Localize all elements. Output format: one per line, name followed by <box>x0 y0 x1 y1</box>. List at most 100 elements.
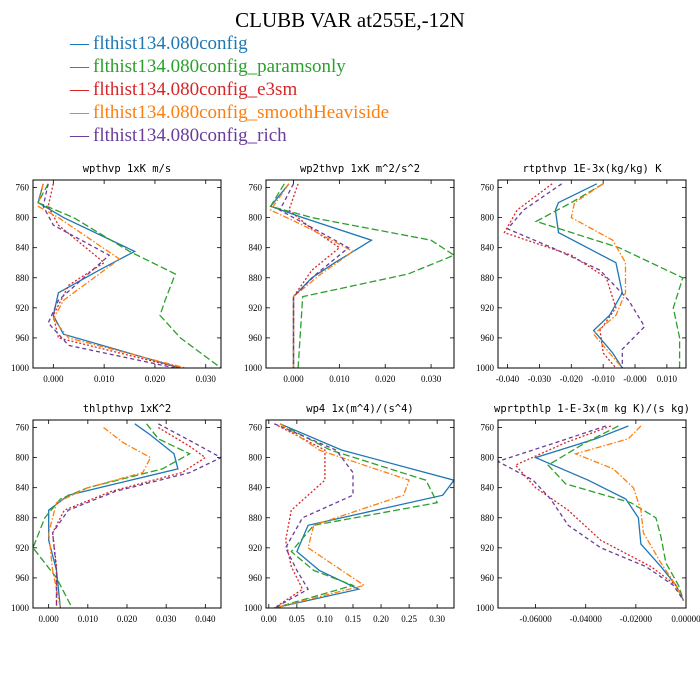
y-tick-label: 920 <box>249 303 263 313</box>
y-tick-label: 760 <box>481 183 495 193</box>
plot-frame <box>265 419 455 609</box>
y-tick-label: 800 <box>249 453 263 463</box>
x-tick-label: 0.05 <box>289 614 305 624</box>
legend-swatch: — <box>70 33 89 54</box>
plot-title: thlpthvp 1xK^2 <box>83 403 172 415</box>
legend-entry-e3sm: — flthist134.080config_e3sm <box>70 78 389 101</box>
y-tick-label: 920 <box>16 543 30 553</box>
x-tick-label: 0.000 <box>283 374 304 384</box>
x-tick-label: 0.020 <box>117 614 138 624</box>
y-tick-label: 840 <box>16 243 30 253</box>
series-line-config <box>554 183 623 368</box>
x-tick-label: -0.04000 <box>570 614 603 624</box>
x-tick-label: 0.030 <box>156 614 177 624</box>
plot-title: wprtpthlp 1-E-3x(m kg K)/(s kg) <box>494 403 690 415</box>
series-line-rich <box>51 423 221 608</box>
x-tick-label: -0.000 <box>623 374 647 384</box>
legend-swatch: — <box>70 79 89 100</box>
series-line-smooth <box>37 183 186 368</box>
x-tick-label: 0.25 <box>401 614 417 624</box>
y-tick-label: 920 <box>249 543 263 553</box>
y-tick-label: 960 <box>249 573 263 583</box>
y-tick-label: 960 <box>481 333 495 343</box>
x-tick-label: 0.020 <box>375 374 396 384</box>
series-line-config <box>48 423 179 608</box>
series-line-rich <box>42 183 176 368</box>
x-tick-label: -0.030 <box>528 374 552 384</box>
plot-title: rtpthvp 1E-3x(kg/kg) K <box>522 163 662 175</box>
legend-label: flthist134.080config <box>93 33 248 54</box>
x-tick-label: 0.00 <box>261 614 277 624</box>
y-tick-label: 960 <box>16 333 30 343</box>
x-tick-label: 0.010 <box>657 374 678 384</box>
plot-frame <box>32 179 222 369</box>
series-line-smooth <box>269 183 355 368</box>
x-tick-label: -0.020 <box>560 374 584 384</box>
y-tick-label: 840 <box>16 483 30 493</box>
series-line-rich <box>278 183 350 368</box>
y-tick-label: 880 <box>249 273 263 283</box>
y-tick-label: 800 <box>16 213 30 223</box>
legend-swatch: — <box>70 56 89 77</box>
x-tick-label: 0.000 <box>39 614 60 624</box>
y-tick-label: 800 <box>481 453 495 463</box>
plot-title: wp4 1x(m^4)/(s^4) <box>306 403 413 415</box>
legend-entry-smooth: — flthist134.080config_smoothHeaviside <box>70 101 389 124</box>
y-tick-label: 960 <box>249 333 263 343</box>
y-tick-label: 920 <box>16 303 30 313</box>
series-line-paramsonly <box>534 183 684 368</box>
y-tick-label: 840 <box>249 483 263 493</box>
y-tick-label: 880 <box>481 513 495 523</box>
y-tick-label: 880 <box>16 513 30 523</box>
series-line-paramsonly <box>269 183 454 368</box>
x-tick-label: 0.020 <box>145 374 166 384</box>
legend-entry-rich: — flthist134.080config_rich <box>70 124 389 147</box>
x-tick-label: 0.010 <box>78 614 99 624</box>
y-tick-label: 800 <box>249 213 263 223</box>
series-line-smooth <box>573 425 685 601</box>
y-tick-label: 880 <box>481 273 495 283</box>
y-tick-label: 760 <box>249 183 263 193</box>
y-tick-label: 880 <box>16 273 30 283</box>
legend-swatch: — <box>70 102 89 123</box>
series-line-smooth <box>48 426 152 608</box>
y-tick-label: 920 <box>481 543 495 553</box>
y-tick-label: 760 <box>249 423 263 433</box>
x-tick-label: 0.000 <box>43 374 64 384</box>
y-tick-label: 760 <box>481 423 495 433</box>
x-tick-label: 0.040 <box>195 614 216 624</box>
series-line-e3sm <box>47 183 181 368</box>
x-tick-label: -0.02000 <box>620 614 653 624</box>
plot-frame <box>497 419 687 609</box>
x-tick-label: -0.06000 <box>519 614 552 624</box>
y-tick-label: 760 <box>16 183 30 193</box>
series-line-paramsonly <box>33 423 192 608</box>
y-tick-label: 1000 <box>476 363 495 373</box>
y-tick-label: 1000 <box>244 603 263 613</box>
x-tick-label: 0.20 <box>373 614 389 624</box>
plot-3: thlpthvp 1xK^2 760 800 840 880 920 960 1000 0.00… <box>11 403 222 624</box>
series-line-e3sm <box>274 423 326 608</box>
legend-label: flthist134.080config_paramsonly <box>93 56 346 77</box>
legend-entry-config: — flthist134.080config <box>70 32 389 55</box>
legend-label: flthist134.080config_rich <box>93 125 287 146</box>
legend-label: flthist134.080config_smoothHeaviside <box>93 102 390 123</box>
legend-label: flthist134.080config_e3sm <box>93 79 298 100</box>
figure-title: CLUBB VAR at255E,-12N <box>235 8 465 32</box>
series-line-smooth <box>274 423 410 608</box>
y-tick-label: 960 <box>16 573 30 583</box>
plot-1: wp2thvp 1xK m^2/s^2 760 800 840 880 920 960 100… <box>244 163 455 384</box>
legend-entry-paramsonly: — flthist134.080config_paramsonly <box>70 55 389 78</box>
y-tick-label: 1000 <box>476 603 495 613</box>
series-line-rich <box>506 183 646 368</box>
x-tick-label: 0.030 <box>196 374 217 384</box>
plot-4: wp4 1x(m^4)/(s^4)76080084088092096010000… <box>244 403 455 624</box>
legend: — flthist134.080config — flthist134.080con… <box>70 32 389 147</box>
x-tick-label: 0.30 <box>429 614 445 624</box>
legend-swatch: — <box>70 125 89 146</box>
series-line-paramsonly <box>547 425 685 601</box>
series-line-e3sm <box>51 426 207 608</box>
plot-5: wprtpthlp 1-E-3x(m kg K)/(s kg) 760 800 840… <box>476 403 700 624</box>
